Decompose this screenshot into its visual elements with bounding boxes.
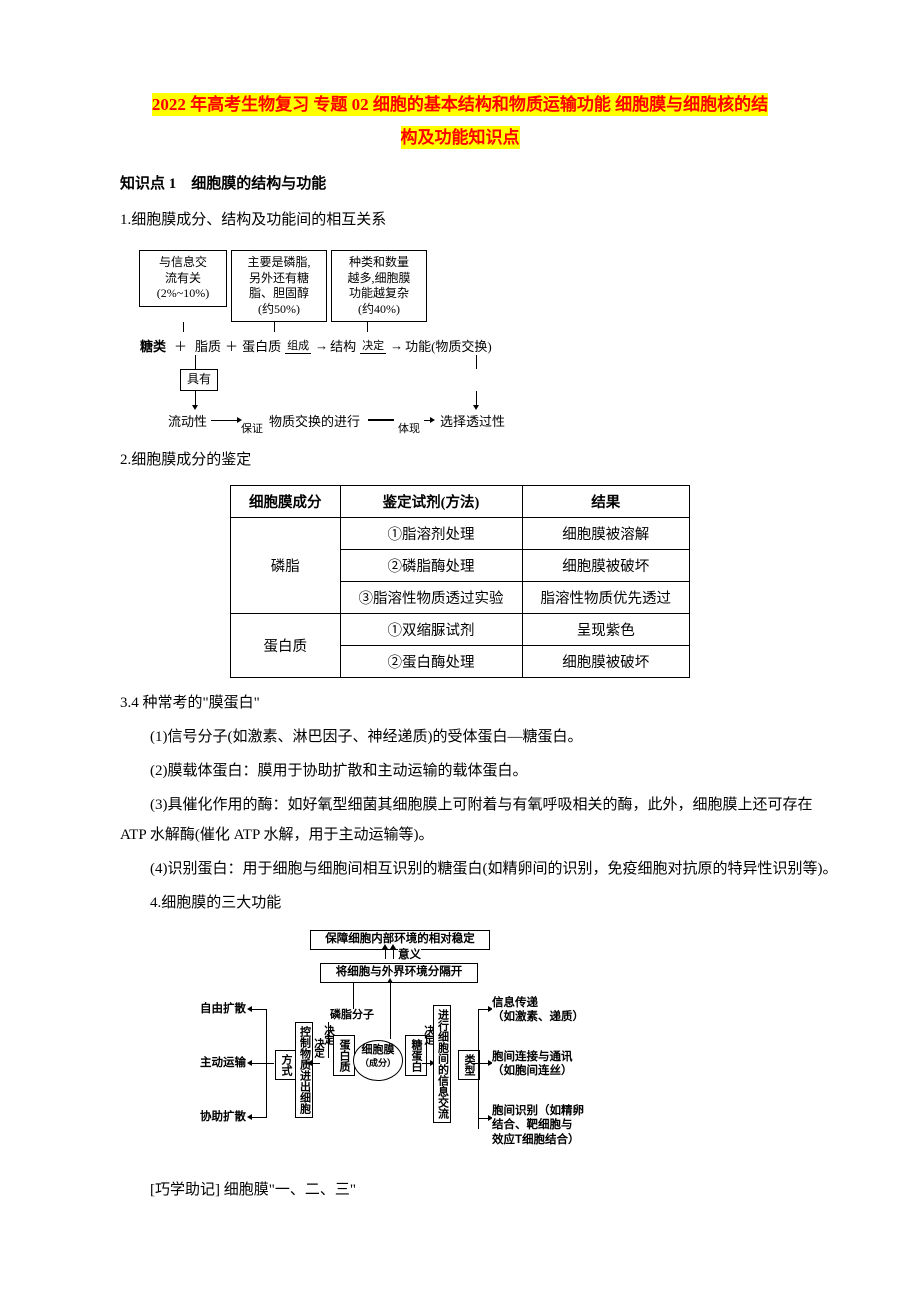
para-5: [巧学助记] 细胞膜"一、二、三" (120, 1175, 800, 1205)
d1-box-protein: 种类和数量 越多,细胞膜 功能越复杂 (约40%) (331, 250, 427, 322)
diagram-membrane-functions: 保障细胞内部环境的相对稳定 意义 将细胞与外界环境分隔开 自由扩散 主动运输 协… (200, 930, 620, 1165)
table-row: 磷脂 ①脂溶剂处理 细胞膜被溶解 (231, 517, 690, 549)
diagram-membrane-composition: 与信息交 流有关 (2%~10%) 主要是磷脂, 另外还有糖 脂、胆固醇 (约5… (140, 250, 540, 430)
para-3-1: (1)信号分子(如激素、淋巴因子、神经递质)的受体蛋白—糖蛋白。 (120, 722, 800, 752)
table-header-row: 细胞膜成分 鉴定试剂(方法) 结果 (231, 485, 690, 517)
para-3-2: (2)膜载体蛋白：膜用于协助扩散和主动运输的载体蛋白。 (120, 756, 800, 786)
d2-kongzhi: 控制物质进出细胞 (295, 1022, 313, 1118)
d2-oval-membrane: 细胞膜 （成分） (353, 1040, 403, 1081)
d2-top2: 将细胞与外界环境分隔开 (320, 963, 478, 983)
table-row: 蛋白质 ①双缩脲试剂 呈现紫色 (231, 613, 690, 645)
d1-fluidity-row: 流动性 保证 物质交换的进行 体现 选择透过性 (140, 411, 540, 430)
page: 2022 年高考生物复习 专题 02 细胞的基本结构和物质运输功能 细胞膜与细胞… (0, 0, 920, 1249)
d2-info-exchange: 进行细胞间的信息交流 (433, 1005, 451, 1123)
para-4: 4.细胞膜的三大功能 (120, 888, 800, 918)
d1-box-sugar: 与信息交 流有关 (2%~10%) (139, 250, 227, 307)
title-line-2: 构及功能知识点 (80, 123, 840, 148)
d2-yiyi: 意义 (398, 948, 421, 962)
d2-left-facil: 协助扩散 (200, 1110, 246, 1124)
title-text-2: 构及功能知识点 (401, 126, 520, 149)
d1-composition-row: 糖类 ＋ 脂质 ＋ 蛋白质 组成→ 结构 决定→ 功能(物质交换) (140, 336, 540, 355)
d2-right-2: 胞间连接与通讯 （如胞间连丝） (492, 1050, 573, 1079)
th-method: 鉴定试剂(方法) (340, 485, 522, 517)
d2-fangshi: 方式 (275, 1050, 297, 1080)
para-1: 1.细胞膜成分、结构及功能间的相互关系 (120, 205, 840, 235)
td-comp-protein: 蛋白质 (231, 613, 341, 677)
d2-right-3: 胞间识别（如精卵 结合、靶细胞与 效应T细胞结合） (492, 1104, 584, 1147)
th-result: 结果 (522, 485, 690, 517)
th-component: 细胞膜成分 (231, 485, 341, 517)
d2-protein: 蛋白质 (333, 1035, 355, 1076)
identification-table: 细胞膜成分 鉴定试剂(方法) 结果 磷脂 ①脂溶剂处理 细胞膜被溶解 ②磷脂酶处… (230, 485, 690, 678)
para-2: 2.细胞膜成分的鉴定 (120, 445, 840, 475)
para-3: 3.4 种常考的"膜蛋白" (120, 688, 840, 718)
knowledge-point-1-heading: 知识点 1 细胞膜的结构与功能 (120, 172, 840, 193)
d2-top1: 保障细胞内部环境的相对稳定 (310, 930, 490, 950)
para-3-3-wrap: (3)具催化作用的酶：如好氧型细菌其细胞膜上可附着与有氧呼吸相关的酶，此外，细胞… (120, 790, 840, 850)
d2-left-active: 主动运输 (200, 1056, 246, 1070)
title-line-1: 2022 年高考生物复习 专题 02 细胞的基本结构和物质运输功能 细胞膜与细胞… (80, 90, 840, 115)
d1-box-lipid: 主要是磷脂, 另外还有糖 脂、胆固醇 (约50%) (231, 250, 327, 322)
d2-right-1: 信息传递 （如激素、递质） (492, 996, 584, 1025)
d1-has-box: 具有 (180, 369, 218, 391)
d2-linzhi: 磷脂分子 (330, 1009, 374, 1023)
d2-leixing: 类型 (458, 1050, 480, 1080)
para-3-4-wrap: (4)识别蛋白：用于细胞与细胞间相互识别的糖蛋白(如精卵间的识别，免疫细胞对抗原… (120, 854, 840, 884)
title-text-1: 2022 年高考生物复习 专题 02 细胞的基本结构和物质运输功能 细胞膜与细胞… (152, 93, 768, 116)
td-comp-lipid: 磷脂 (231, 517, 341, 613)
d2-left-free: 自由扩散 (200, 1002, 246, 1016)
